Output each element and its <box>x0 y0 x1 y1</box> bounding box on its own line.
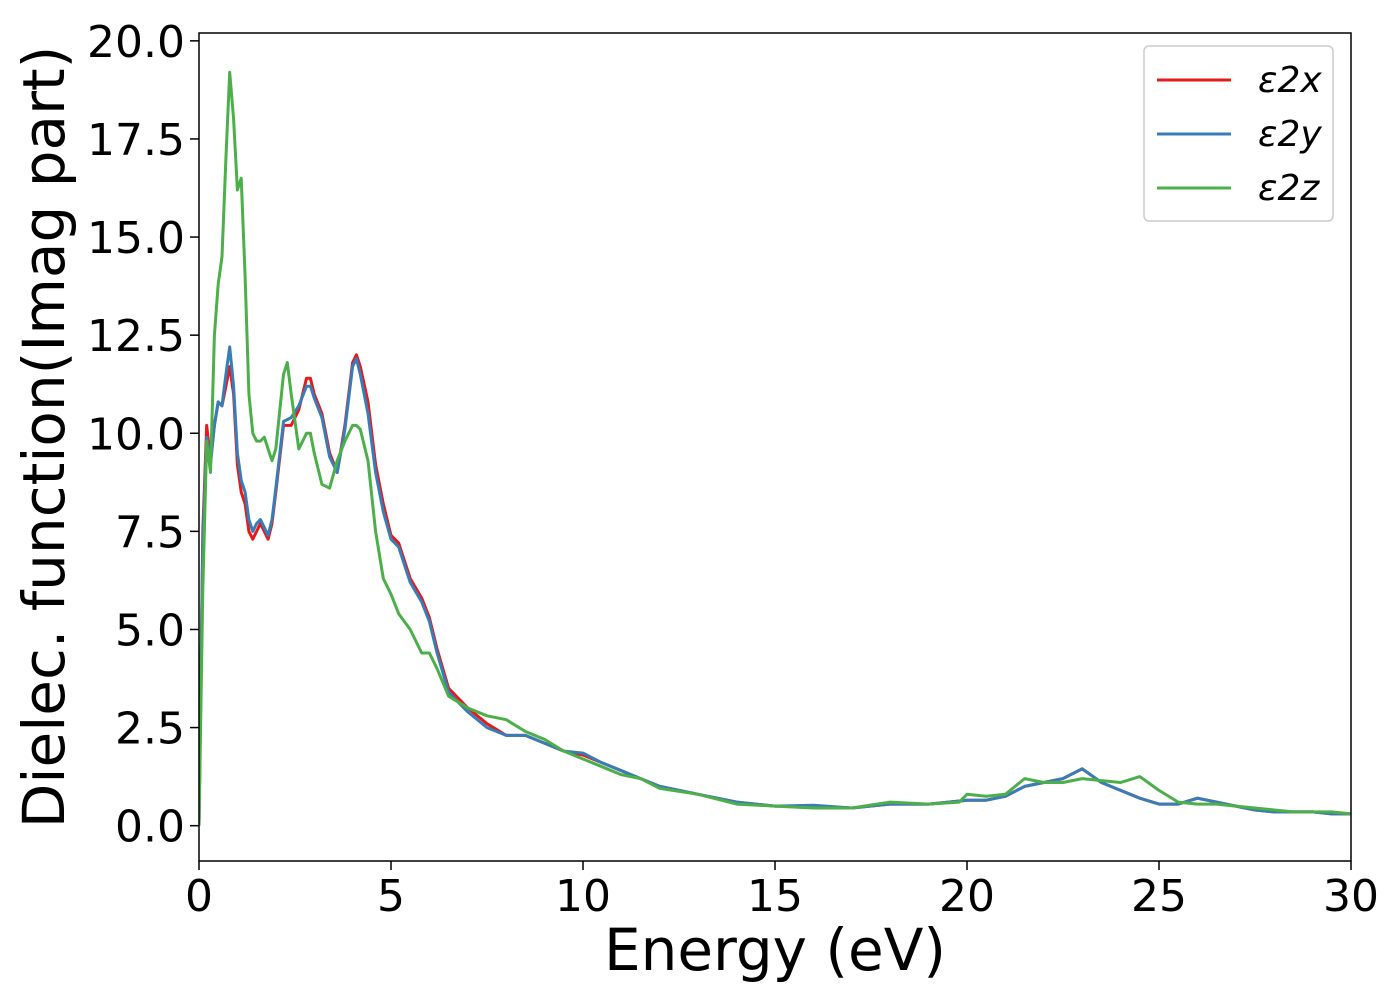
x-tick-label: 10 <box>555 871 611 922</box>
legend-box <box>1143 45 1334 222</box>
y-tick-label: 17.5 <box>87 115 185 166</box>
x-tick-label: 30 <box>1323 871 1379 922</box>
y-tick-label: 0.0 <box>115 802 185 853</box>
series-layer <box>199 70 1351 826</box>
y-tick-label: 7.5 <box>115 507 185 558</box>
y-tick-label: 10.0 <box>87 409 185 460</box>
x-axis-title: Energy (eV) <box>604 916 946 984</box>
legend: ε2x ε2y ε2z <box>1143 45 1334 222</box>
legend-label: ε2y <box>1258 114 1322 155</box>
y-tick-label: 15.0 <box>87 213 185 264</box>
x-tick-label: 15 <box>747 871 803 922</box>
y-tick-label: 2.5 <box>115 704 185 755</box>
y-axis-title: Dielec. function(Imag part) <box>10 46 78 829</box>
series-line-3 <box>199 70 1351 826</box>
y-tick-label: 5.0 <box>115 605 185 656</box>
x-tick-label: 0 <box>185 871 213 922</box>
legend-label: ε2z <box>1258 168 1320 209</box>
y-tick-label: 12.5 <box>87 311 185 362</box>
x-tick-label: 5 <box>377 871 405 922</box>
series-line-2 <box>199 345 1351 826</box>
x-tick-label: 20 <box>939 871 995 922</box>
series-line-1 <box>199 353 1351 826</box>
y-tick-label: 20.0 <box>87 17 185 68</box>
axes-layer: 0 5 10 15 20 25 30 0.0 2.5 5.0 7.5 10.0 12.5 15.0 17.5… <box>87 17 1379 922</box>
x-tick-label: 25 <box>1131 871 1187 922</box>
legend-label: ε2x <box>1258 60 1322 101</box>
